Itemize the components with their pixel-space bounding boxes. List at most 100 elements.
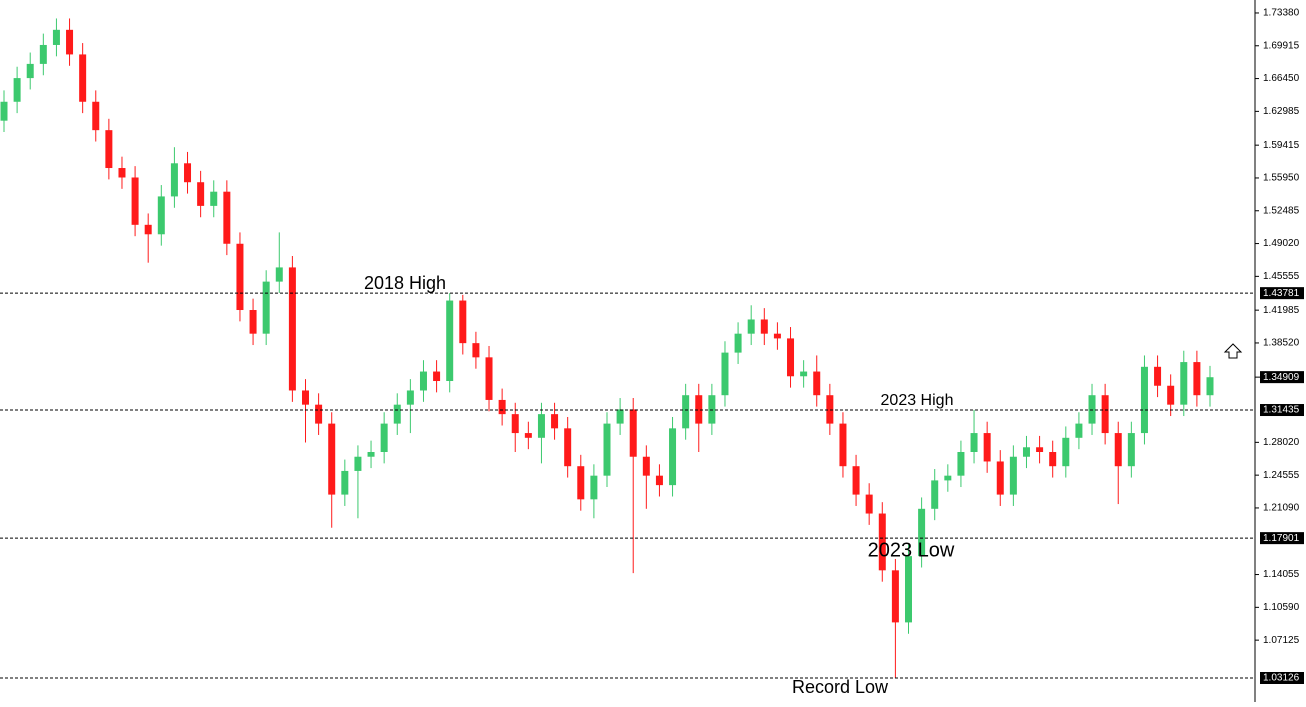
candle-body (616, 409, 624, 424)
candle-body (249, 310, 257, 334)
candle-body (105, 130, 113, 169)
candle-body (629, 409, 637, 457)
candle-body (1009, 456, 1017, 495)
candle-body (564, 428, 572, 467)
candle-body (406, 390, 414, 405)
y-tick-label: 1.41985 (1263, 305, 1300, 316)
candle-body (551, 414, 559, 429)
candle-body (905, 556, 912, 623)
candle-body (931, 480, 939, 509)
candle-body (800, 371, 808, 377)
candle-body (537, 414, 545, 438)
candle-body (1062, 437, 1070, 467)
candle-body (1036, 447, 1044, 453)
y-tick-label: 1.38520 (1263, 338, 1300, 349)
level-label: 1.03126 (1263, 673, 1300, 684)
candle-body (1140, 366, 1148, 434)
y-tick-label: 1.45555 (1263, 271, 1300, 282)
y-tick-label: 1.21090 (1263, 503, 1300, 514)
candle-body (184, 163, 192, 183)
annotation: Record Low (792, 677, 889, 697)
candle-body (1114, 433, 1122, 467)
y-tick-label: 1.10590 (1263, 602, 1300, 613)
candle-body (1180, 362, 1188, 405)
candle-body (13, 78, 21, 102)
candle-body (524, 433, 532, 438)
candle-body (328, 423, 336, 495)
candle-body (52, 29, 60, 45)
y-tick-label: 1.28020 (1263, 437, 1300, 448)
candle-body (642, 456, 650, 476)
y-tick-label: 1.59415 (1263, 140, 1300, 151)
candle-body (734, 333, 742, 353)
level-label-box (1260, 404, 1304, 417)
candle-body (747, 319, 755, 334)
candle-body (918, 508, 926, 557)
candle-body (498, 399, 506, 415)
candle-body (826, 395, 834, 424)
candle-body (1022, 447, 1030, 457)
candle-body (262, 281, 270, 334)
candle-body (577, 466, 585, 500)
candle-body (590, 475, 598, 500)
candle-body (66, 29, 74, 55)
candle-body (367, 452, 375, 457)
candle-body (1075, 423, 1083, 438)
candle-body (0, 101, 8, 121)
candle-body (315, 404, 323, 424)
candle-body (813, 371, 821, 396)
candle-body (760, 319, 768, 334)
y-tick-label: 1.07125 (1263, 635, 1300, 646)
y-tick-label: 1.62985 (1263, 106, 1300, 117)
candle-body (288, 267, 296, 391)
level-label-box (1260, 287, 1304, 300)
candle-body (1049, 452, 1057, 467)
candle-body (1206, 377, 1214, 396)
candle-body (983, 433, 991, 462)
candle-body (1167, 385, 1175, 405)
candle-body (302, 390, 309, 405)
candle-body (1193, 362, 1201, 396)
candle-body (157, 196, 165, 235)
candle-body (852, 466, 860, 495)
candle-body (839, 423, 847, 467)
candle-body (787, 338, 795, 377)
candle-body (603, 423, 611, 476)
candle-body (459, 300, 467, 344)
y-tick-label: 1.49020 (1263, 238, 1300, 249)
candle-body (210, 191, 218, 206)
candle-body (865, 494, 873, 514)
candle-body (393, 404, 401, 424)
annotation: 2018 High (364, 273, 446, 293)
current-price-label: 1.34909 (1263, 372, 1300, 383)
candle-body (957, 452, 965, 476)
arrow-icon (1223, 343, 1243, 359)
candle-body (511, 414, 519, 434)
y-tick-label: 1.14055 (1263, 569, 1300, 580)
candle-body (144, 224, 152, 235)
candle-body (170, 163, 178, 197)
candle-body (433, 371, 441, 382)
candle-body (118, 168, 126, 178)
candle-body (1088, 395, 1096, 424)
level-label: 1.17901 (1263, 533, 1300, 544)
level-label: 1.43781 (1263, 288, 1300, 299)
y-tick-label: 1.52485 (1263, 205, 1300, 216)
candle-body (721, 352, 729, 396)
candle-body (878, 513, 886, 571)
candle-body (79, 54, 87, 102)
candle-body (472, 343, 480, 358)
candle-body (92, 101, 100, 131)
y-tick-label: 1.66450 (1263, 73, 1300, 84)
candle-body (996, 461, 1004, 495)
y-tick-label: 1.69915 (1263, 40, 1300, 51)
annotation: 2023 High (881, 392, 954, 409)
candle-body (446, 300, 454, 382)
annotation: 2023 Low (868, 539, 955, 561)
candle-body (1101, 395, 1109, 434)
candle-body (197, 182, 205, 206)
candle-body (275, 267, 283, 282)
candle-body (708, 395, 716, 424)
